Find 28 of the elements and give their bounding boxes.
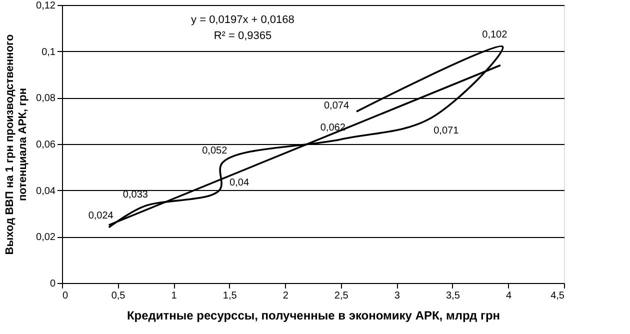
- y-tick-label: 0,04: [36, 186, 56, 197]
- data-label: 0,071: [434, 126, 460, 137]
- x-tick-label: 2,5: [334, 290, 349, 302]
- y-tick-label: 0,02: [36, 232, 56, 244]
- x-tick-label: 0,5: [111, 290, 126, 302]
- y-tick-label: 0: [50, 278, 56, 290]
- x-tick-label: 3,5: [446, 290, 460, 302]
- y-tick-label: 0,12: [36, 0, 56, 12]
- x-tick-label: 2: [282, 290, 289, 302]
- x-tick-label: 0: [62, 290, 68, 302]
- data-label: 0,074: [324, 100, 350, 112]
- y-tick-label: 0,1: [42, 46, 56, 58]
- x-tick-label: 4: [506, 290, 512, 302]
- x-axis-title: Кредитные ресурссы, полученные в экономику АРК, млрд грн: [126, 308, 500, 322]
- x-tick-label: 1: [171, 290, 178, 302]
- data-label: 0,04: [230, 177, 250, 188]
- data-label: 0,024: [88, 210, 114, 222]
- x-tick-label: 4,5: [550, 290, 565, 302]
- data-label: 0,062: [320, 122, 346, 134]
- annotation: y = 0,0197x + 0,0168: [191, 14, 294, 26]
- data-label: 0,052: [202, 146, 228, 157]
- y-tick-label: 0,08: [36, 93, 56, 104]
- y-tick-label: 0,06: [36, 140, 56, 150]
- y-axis-title: Выход ВВП на 1 грн производственного потенциала АРК, грн: [4, 34, 30, 255]
- annotation: R² = 0,9365: [214, 30, 272, 42]
- x-tick-label: 1,5: [222, 290, 238, 302]
- x-tick-label: 3: [394, 290, 400, 302]
- data-label: 0,102: [482, 30, 508, 41]
